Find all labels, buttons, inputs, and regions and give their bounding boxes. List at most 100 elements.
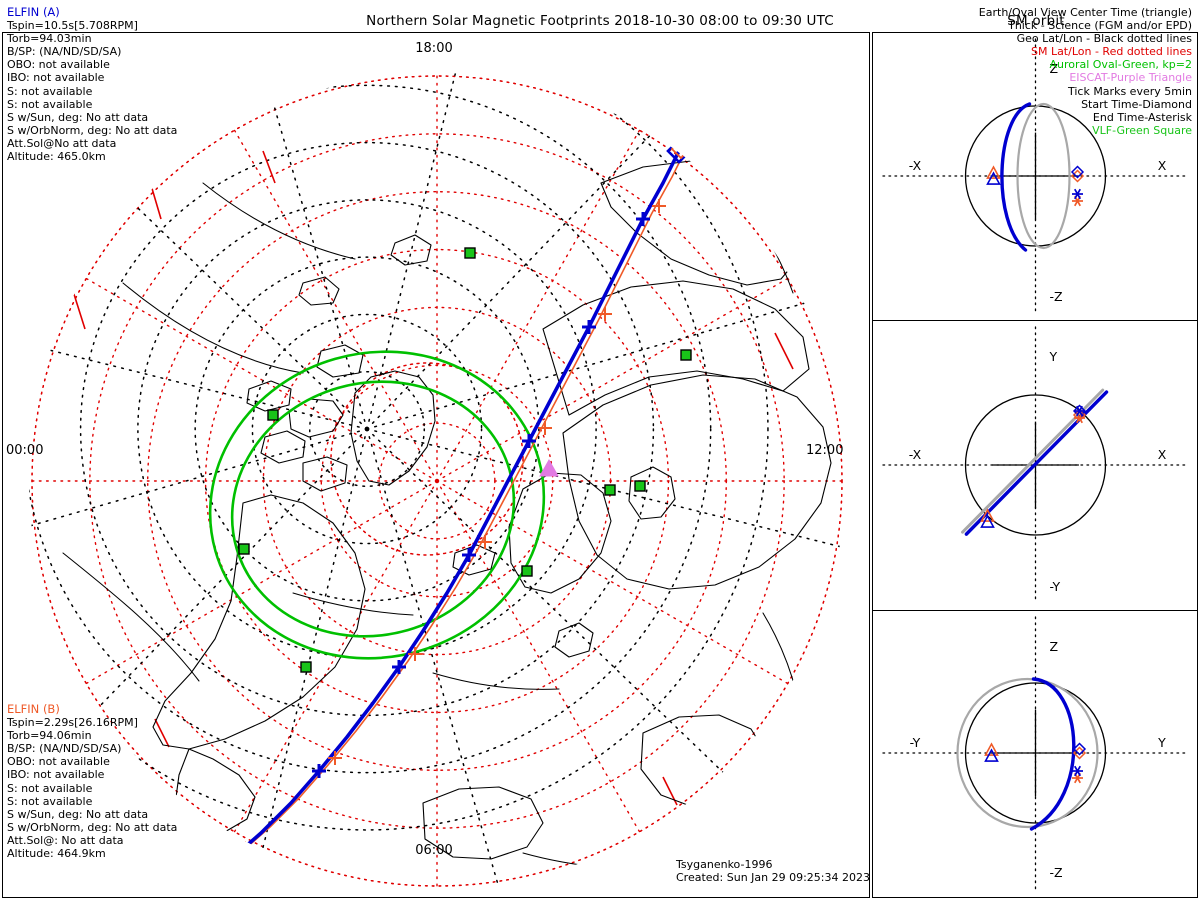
orbit-axis-label-bottom: -Z bbox=[1050, 865, 1063, 880]
mlt-label-bottom: 06:00 bbox=[415, 843, 453, 858]
orbit-end-marker-a bbox=[1074, 405, 1085, 417]
sm-meridian bbox=[85, 480, 438, 685]
orbit-end-marker-b bbox=[1072, 195, 1083, 207]
spacecraft-b-info: ELFIN (B) Tspin=2.29s[26.16RPM] Torb=94.0… bbox=[7, 702, 177, 860]
orbit-panel-yz: -Y Y Z -Z bbox=[873, 611, 1197, 897]
spacecraft-a-line: S: not available bbox=[7, 84, 93, 98]
track-tick-a bbox=[312, 764, 326, 778]
spacecraft-b-line: S: not available bbox=[7, 781, 93, 795]
geo-meridian bbox=[366, 73, 720, 430]
coastline bbox=[350, 370, 436, 486]
orbit-axis-label-right: Y bbox=[1157, 735, 1166, 750]
coastline bbox=[542, 280, 810, 416]
legend-entry: EISCAT-Purple Triangle bbox=[1069, 71, 1192, 85]
sm-meridian bbox=[436, 277, 789, 482]
legend-entry: Start Time-Diamond bbox=[1081, 97, 1192, 111]
orbit-end-marker-a bbox=[1072, 765, 1083, 777]
track-tick-a bbox=[582, 320, 596, 334]
legend-entry: End Time-Asterisk bbox=[1092, 110, 1192, 124]
spacecraft-a-name: ELFIN (A) bbox=[7, 5, 60, 19]
spacecraft-a-line: S: not available bbox=[7, 97, 93, 111]
track-tick-b bbox=[408, 647, 422, 661]
sm-grid-tick bbox=[662, 776, 678, 806]
legend-entry: Tick Marks every 5min bbox=[1067, 84, 1192, 98]
vlf-station-square bbox=[634, 480, 646, 492]
created-timestamp: Created: Sun Jan 29 09:25:34 2023 bbox=[676, 871, 870, 885]
orbit-path-b bbox=[961, 388, 1105, 534]
orbit-panel-xy: -X X Y -Y bbox=[873, 321, 1197, 611]
sm-grid-tick bbox=[150, 184, 162, 220]
end-marker-b bbox=[201, 857, 217, 873]
coastline bbox=[640, 714, 768, 808]
geo-meridian bbox=[366, 428, 733, 782]
track-tick-a bbox=[522, 434, 536, 448]
eiscat-triangle bbox=[539, 458, 559, 477]
polar-map-panel bbox=[2, 32, 870, 898]
track-tick-b bbox=[598, 307, 612, 321]
orbit-start-marker-a bbox=[1072, 742, 1087, 756]
polar-map-svg bbox=[29, 73, 845, 889]
legend-entry: Earth/Oval View Center Time (triangle) bbox=[978, 6, 1192, 19]
earth-circle bbox=[964, 394, 1107, 536]
vlf-station-square bbox=[521, 565, 533, 577]
coastline bbox=[246, 380, 292, 412]
orbit-axis-label-bottom: -Y bbox=[1050, 579, 1061, 594]
auroral-oval-ring bbox=[208, 350, 546, 660]
geo-meridian bbox=[366, 288, 845, 430]
orbit-center-triangle-a bbox=[984, 748, 999, 762]
vlf-station-square bbox=[464, 247, 476, 259]
geo-meridian bbox=[244, 428, 368, 889]
coastline-layer bbox=[62, 152, 832, 874]
coastline bbox=[432, 672, 560, 690]
coastline bbox=[422, 786, 544, 860]
geo-meridian bbox=[366, 428, 508, 889]
coastline bbox=[302, 456, 348, 492]
track-elfin-a bbox=[201, 150, 681, 881]
figure-footer: Tsyganenko-1996 Created: Sun Jan 29 09:2… bbox=[676, 858, 870, 884]
legend-entry: VLF-Green Square bbox=[1092, 123, 1192, 137]
coastline bbox=[292, 592, 414, 616]
spacecraft-b-line: Att.Sol@: No att data bbox=[7, 833, 124, 847]
sm-meridian bbox=[436, 480, 641, 833]
track-tick-a bbox=[636, 212, 650, 226]
orbit-axis-label-left: -Y bbox=[910, 735, 921, 750]
orbit-center-triangle-b bbox=[984, 742, 999, 756]
legend-entry: Thick - Science (FGM and/or EPD) bbox=[1008, 19, 1192, 33]
track-tick-b bbox=[652, 199, 666, 213]
geo-meridian bbox=[226, 73, 368, 430]
track-layer bbox=[190, 138, 692, 883]
orbit-path-a bbox=[1000, 102, 1032, 252]
orbit-center-triangle-a bbox=[986, 171, 1001, 185]
geo-latitude-circle bbox=[29, 73, 769, 831]
coastline bbox=[390, 234, 432, 266]
vlf-station-square bbox=[680, 349, 692, 361]
spacecraft-b-line: B/SP: (NA/ND/SD/SA) bbox=[7, 742, 122, 756]
sm-grid-tick bbox=[262, 150, 276, 184]
sm-meridian bbox=[436, 480, 789, 685]
spacecraft-a-line: Tspin=10.5s[5.708RPM] bbox=[7, 19, 138, 33]
vlf-station-square bbox=[604, 484, 616, 496]
view-center-triangle-b bbox=[197, 851, 229, 878]
spacecraft-a-line: Att.Sol@No att data bbox=[7, 136, 117, 150]
sm-grid-tick bbox=[72, 290, 86, 330]
coastline bbox=[298, 276, 340, 306]
earth-circle bbox=[964, 682, 1107, 824]
spacecraft-b-name: ELFIN (B) bbox=[7, 702, 60, 716]
marker-layer bbox=[238, 247, 692, 673]
vlf-station-square bbox=[238, 543, 250, 555]
orbit-axis-label-right: X bbox=[1158, 447, 1167, 462]
geo-latitude-circle bbox=[137, 199, 597, 659]
spacecraft-a-line: IBO: not available bbox=[7, 71, 105, 85]
coastline bbox=[522, 852, 694, 871]
spacecraft-b-line: S: not available bbox=[7, 794, 93, 808]
sm-inner-ring bbox=[330, 362, 524, 556]
coastline bbox=[174, 748, 256, 840]
end-marker-a bbox=[199, 859, 215, 875]
mlt-label-left: 00:00 bbox=[6, 443, 44, 458]
legend-entry: Auroral Oval-Green, kp=2 bbox=[1049, 58, 1192, 72]
track-elfin-b bbox=[211, 144, 689, 874]
track-tick-a bbox=[392, 660, 406, 674]
coastline bbox=[508, 472, 612, 594]
track-tick-a bbox=[462, 548, 476, 562]
